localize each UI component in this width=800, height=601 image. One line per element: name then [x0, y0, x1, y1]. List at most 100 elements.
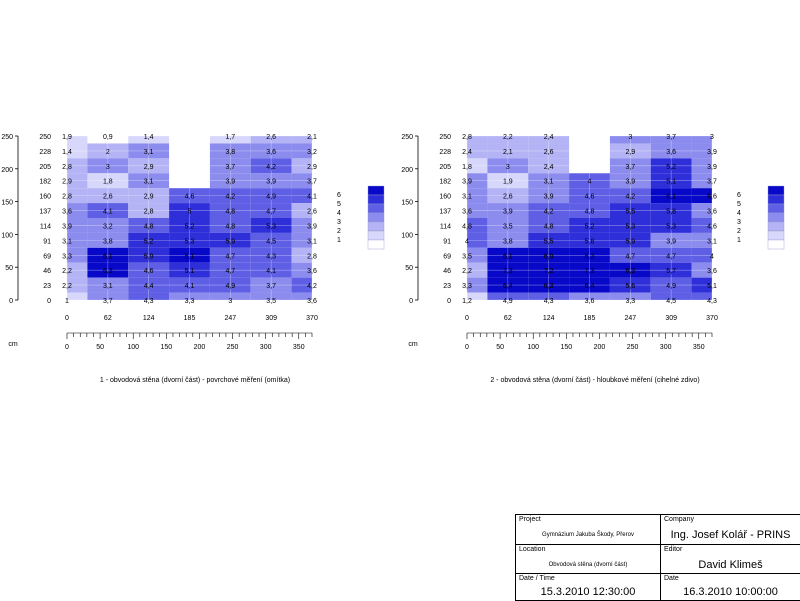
- data-label: 5,9: [625, 238, 635, 245]
- heat-cell: [528, 158, 570, 174]
- chart-title: 2 - obvodová stěna (dvorní část) - hloub…: [490, 377, 699, 384]
- y-tick-label: 200: [401, 167, 413, 174]
- data-label: 2,1: [307, 134, 317, 141]
- data-label: 7,3: [503, 268, 513, 275]
- row-label: 228: [39, 149, 51, 156]
- heat-cell: [487, 232, 529, 248]
- company-value: Ing. Josef Kolář - PRINS: [670, 529, 791, 541]
- data-label: 4,8: [144, 223, 154, 230]
- data-label: 4,1: [185, 283, 195, 290]
- heat-cell: [169, 277, 210, 293]
- data-label: 2,2: [462, 268, 472, 275]
- heat-cell: [691, 232, 712, 248]
- data-label: 4,6: [707, 223, 717, 230]
- heat-cell: [87, 173, 129, 189]
- legend-label: 2: [737, 228, 741, 235]
- chart-2: 2,8 2,2 2,4 3 3,7 3 2,4 2,1 2,6 2,9 3,6 3,9 1,8 3 2,4 3…: [401, 134, 785, 384]
- data-label: 3,9: [666, 238, 676, 245]
- heat-cell: [528, 188, 570, 204]
- data-label: 4,2: [625, 194, 635, 201]
- heat-cell: [291, 203, 312, 218]
- x-unit-label: cm: [408, 341, 418, 348]
- legend-label: 2: [337, 228, 341, 235]
- heat-cell: [250, 203, 292, 218]
- row-label: 182: [39, 179, 51, 186]
- data-label: 2,4: [544, 134, 554, 141]
- heat-cell: [569, 262, 610, 278]
- heat-cell: [128, 203, 170, 218]
- data-label: 3,6: [585, 298, 595, 305]
- heat-cell: [291, 143, 312, 159]
- heat-cell: [128, 247, 170, 263]
- heat-cell: [291, 292, 312, 300]
- data-label: 6,4: [503, 283, 513, 290]
- heat-cell: [67, 247, 88, 263]
- heat-cell: [87, 262, 129, 278]
- heat-cell: [467, 292, 488, 300]
- datetime-label: Date / Time: [519, 575, 555, 582]
- row-label: 137: [439, 209, 451, 216]
- heat-cell: [487, 173, 529, 189]
- title-block: Project Gymnázium Jakuba Škody, Přerov C…: [515, 514, 800, 601]
- data-label: 4,8: [225, 223, 235, 230]
- heat-cell: [209, 262, 251, 278]
- data-label: 4,5: [666, 298, 676, 305]
- data-label: 4,4: [144, 283, 154, 290]
- data-label: 6,3: [625, 268, 635, 275]
- data-label: 5,5: [625, 209, 635, 216]
- col-label: 185: [184, 315, 196, 322]
- heat-cell: [609, 136, 651, 144]
- data-label: 0,9: [103, 134, 113, 141]
- data-label: 3,8: [503, 238, 513, 245]
- data-label: 3,6: [266, 149, 276, 156]
- heat-cell: [487, 247, 529, 263]
- data-label: 3,6: [707, 268, 717, 275]
- heat-cell: [128, 218, 170, 233]
- data-label: 3,7: [666, 134, 676, 141]
- data-label: 3,3: [625, 298, 635, 305]
- heat-cell: [250, 247, 292, 263]
- heat-cell: [691, 262, 712, 278]
- data-label: 3,6: [62, 209, 72, 216]
- legend-swatch: [767, 212, 785, 223]
- heat-cell: [128, 158, 170, 174]
- heat-cell: [169, 247, 210, 263]
- data-label: 4,7: [225, 253, 235, 260]
- x-ruler-label: 250: [627, 344, 639, 351]
- data-label: 3,8: [103, 238, 113, 245]
- data-label: 5,8: [585, 238, 595, 245]
- heat-cell: [250, 173, 292, 189]
- data-label: 2,1: [503, 149, 513, 156]
- y-tick-label: 250: [1, 134, 13, 141]
- y-tick-label: 0: [409, 298, 413, 305]
- heat-cell: [209, 203, 251, 218]
- col-label: 247: [624, 315, 636, 322]
- heat-cell: [67, 143, 88, 159]
- data-label: 3,3: [62, 253, 72, 260]
- data-label: 2,8: [307, 253, 317, 260]
- data-label: 3,9: [462, 179, 472, 186]
- heat-cell: [128, 232, 170, 248]
- x-ruler-label: 350: [693, 344, 705, 351]
- heat-cell: [650, 136, 692, 144]
- data-label: 5,2: [666, 164, 676, 171]
- date-cell: Date 16.3.2010 10:00:00: [661, 574, 800, 601]
- heat-cell: [291, 218, 312, 233]
- heat-cell: [467, 247, 488, 263]
- y-tick-label: 150: [401, 200, 413, 207]
- heat-cell: [169, 218, 210, 233]
- heat-cell: [250, 158, 292, 174]
- heat-cell: [209, 173, 251, 189]
- legend-swatch: [367, 230, 385, 241]
- heat-cell: [650, 218, 692, 233]
- heat-cell: [291, 158, 312, 174]
- data-label: 3,7: [307, 179, 317, 186]
- data-label: 1,8: [103, 179, 113, 186]
- heat-cell: [291, 188, 312, 204]
- date-value: 16.3.2010 10:00:00: [683, 586, 778, 598]
- heat-cell: [291, 262, 312, 278]
- heat-cell: [250, 232, 292, 248]
- heat-cell: [487, 218, 529, 233]
- heat-cell: [87, 143, 129, 159]
- data-label: 4: [465, 238, 469, 245]
